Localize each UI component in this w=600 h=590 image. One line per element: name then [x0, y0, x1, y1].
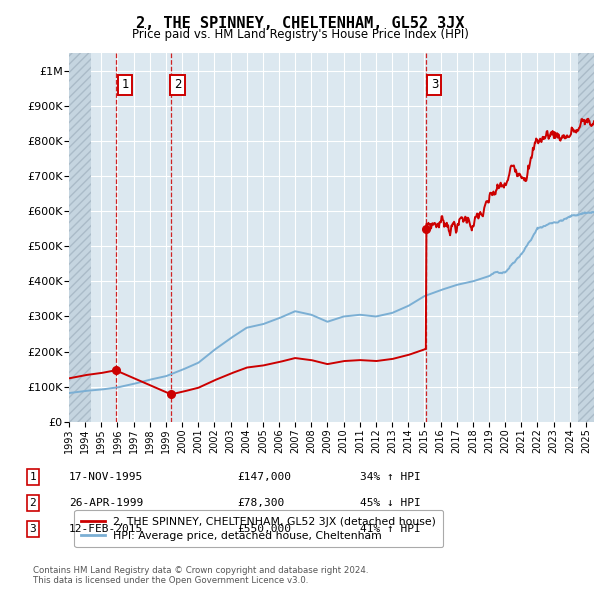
Text: 1: 1 — [121, 78, 129, 91]
Text: 17-NOV-1995: 17-NOV-1995 — [69, 472, 143, 481]
Text: Contains HM Land Registry data © Crown copyright and database right 2024.
This d: Contains HM Land Registry data © Crown c… — [33, 566, 368, 585]
Text: Price paid vs. HM Land Registry's House Price Index (HPI): Price paid vs. HM Land Registry's House … — [131, 28, 469, 41]
Text: 2, THE SPINNEY, CHELTENHAM, GL52 3JX: 2, THE SPINNEY, CHELTENHAM, GL52 3JX — [136, 16, 464, 31]
Legend: 2, THE SPINNEY, CHELTENHAM, GL52 3JX (detached house), HPI: Average price, detac: 2, THE SPINNEY, CHELTENHAM, GL52 3JX (de… — [74, 510, 443, 548]
Text: 1: 1 — [29, 472, 37, 481]
Text: 34% ↑ HPI: 34% ↑ HPI — [360, 472, 421, 481]
Text: 2: 2 — [29, 498, 37, 507]
Text: 2: 2 — [174, 78, 181, 91]
Text: £78,300: £78,300 — [237, 498, 284, 507]
Bar — [578, 53, 600, 422]
Text: 3: 3 — [29, 524, 37, 533]
Text: 45% ↓ HPI: 45% ↓ HPI — [360, 498, 421, 507]
Text: 3: 3 — [431, 78, 438, 91]
Text: £147,000: £147,000 — [237, 472, 291, 481]
Text: 12-FEB-2015: 12-FEB-2015 — [69, 524, 143, 533]
Text: 26-APR-1999: 26-APR-1999 — [69, 498, 143, 507]
Text: £550,000: £550,000 — [237, 524, 291, 533]
Bar — [69, 53, 91, 422]
Text: 41% ↑ HPI: 41% ↑ HPI — [360, 524, 421, 533]
